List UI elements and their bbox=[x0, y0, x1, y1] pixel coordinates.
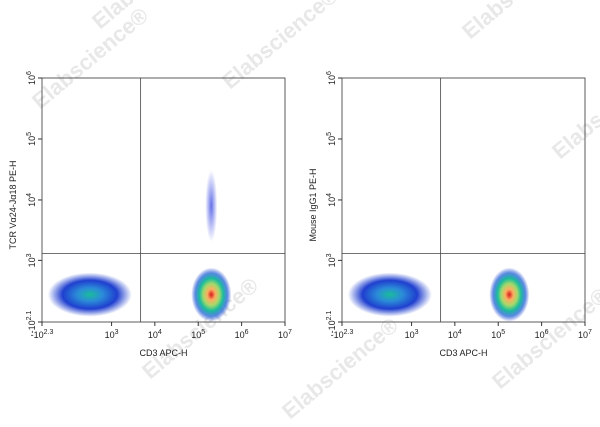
x-tick-label: 106 bbox=[235, 329, 249, 340]
tick-exp: 7 bbox=[588, 329, 592, 336]
population bbox=[191, 267, 232, 322]
tick-base: 10 bbox=[191, 330, 201, 340]
x-tick-label: -102.3 bbox=[31, 329, 54, 340]
watermark: Elabscience® bbox=[547, 52, 600, 163]
tick-base: 10 bbox=[278, 330, 288, 340]
tick-exp: 4 bbox=[26, 193, 33, 197]
tick-base: 10 bbox=[327, 257, 337, 267]
y-tick-label: 104 bbox=[326, 193, 337, 207]
tick-exp: 3 bbox=[326, 253, 333, 257]
tick-base: -10 bbox=[31, 330, 44, 340]
y-tick-label: -102.1 bbox=[26, 311, 37, 334]
tick-exp: 6 bbox=[545, 329, 549, 336]
tick-exp: 4 bbox=[326, 193, 333, 197]
population bbox=[347, 272, 432, 317]
x-tick-label: 103 bbox=[105, 329, 119, 340]
population bbox=[47, 272, 132, 317]
y-axis-label: Mouse IgG1 PE-H bbox=[308, 168, 318, 241]
tick-base: 10 bbox=[27, 75, 37, 85]
tick-base: 10 bbox=[27, 197, 37, 207]
plots: -102.3 103 104 105 106 107-102.1103104105106C… bbox=[8, 71, 592, 358]
x-tick-label: 103 bbox=[405, 329, 419, 340]
x-tick-label: 104 bbox=[148, 329, 162, 340]
tick-base: 10 bbox=[327, 136, 337, 146]
x-tick-label: 104 bbox=[448, 329, 462, 340]
y-tick-label: 105 bbox=[26, 132, 37, 146]
tick-base: 10 bbox=[491, 330, 501, 340]
tick-base: 10 bbox=[105, 330, 115, 340]
tick-base: 10 bbox=[405, 330, 415, 340]
tick-exp: 6 bbox=[26, 71, 33, 75]
tick-base: -10 bbox=[327, 320, 337, 333]
tick-exp: 5 bbox=[501, 329, 505, 336]
y-tick-label: 106 bbox=[26, 71, 37, 85]
y-tick-label: -102.1 bbox=[326, 311, 337, 334]
x-tick-label: 105 bbox=[491, 329, 505, 340]
watermark: Elabscience® bbox=[457, 0, 583, 44]
x-axis-label: CD3 APC-H bbox=[439, 348, 487, 358]
tick-exp: 3 bbox=[115, 329, 119, 336]
watermark: Elabscience® bbox=[217, 0, 343, 94]
tick-base: 10 bbox=[235, 330, 245, 340]
x-tick-label: 106 bbox=[535, 329, 549, 340]
tick-exp: 4 bbox=[458, 329, 462, 336]
tick-exp: 5 bbox=[326, 132, 333, 136]
x-tick-label: 107 bbox=[578, 329, 592, 340]
population bbox=[489, 267, 530, 322]
tick-exp: 3 bbox=[26, 253, 33, 257]
tick-exp: 4 bbox=[158, 329, 162, 336]
y-axis-label: TCR Vα24-Jα18 PE-H bbox=[8, 161, 18, 250]
tick-exp: 5 bbox=[201, 329, 205, 336]
tick-exp: 2.1 bbox=[326, 311, 333, 321]
x-tick-label: -102.3 bbox=[331, 329, 354, 340]
tick-base: -10 bbox=[27, 320, 37, 333]
x-tick-label: 105 bbox=[191, 329, 205, 340]
tick-base: 10 bbox=[578, 330, 588, 340]
tick-base: 10 bbox=[448, 330, 458, 340]
tick-base: 10 bbox=[327, 197, 337, 207]
x-axis-label: CD3 APC-H bbox=[139, 348, 187, 358]
y-tick-label: 104 bbox=[26, 193, 37, 207]
tick-exp: 2.3 bbox=[344, 329, 354, 336]
y-tick-label: 106 bbox=[326, 71, 337, 85]
y-tick-label: 103 bbox=[26, 253, 37, 267]
x-tick-label: 107 bbox=[278, 329, 292, 340]
tick-base: -10 bbox=[331, 330, 344, 340]
tick-exp: 2.1 bbox=[26, 311, 33, 321]
density-plot: -102.3 103 104 105 106 107-102.1103104105106C… bbox=[8, 71, 292, 358]
tick-base: 10 bbox=[27, 257, 37, 267]
y-tick-label: 105 bbox=[326, 132, 337, 146]
tick-exp: 2.3 bbox=[44, 329, 54, 336]
tick-base: 10 bbox=[27, 136, 37, 146]
tick-base: 10 bbox=[535, 330, 545, 340]
tick-exp: 6 bbox=[245, 329, 249, 336]
tick-exp: 3 bbox=[415, 329, 419, 336]
population bbox=[205, 169, 218, 242]
tick-base: 10 bbox=[148, 330, 158, 340]
tick-base: 10 bbox=[327, 75, 337, 85]
tick-exp: 6 bbox=[326, 71, 333, 75]
density-plot: -102.3 103 104 105 106 107-102.1103104105106C… bbox=[308, 71, 592, 358]
tick-exp: 7 bbox=[288, 329, 292, 336]
y-tick-label: 103 bbox=[326, 253, 337, 267]
tick-exp: 5 bbox=[26, 132, 33, 136]
